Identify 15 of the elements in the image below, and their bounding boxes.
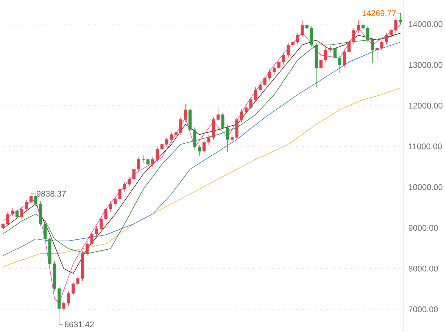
- y-tick-label: 8000.00: [408, 266, 438, 272]
- y-tick-label: 11000.00: [409, 144, 442, 150]
- y-tick-label: 9000.00: [408, 225, 438, 232]
- annotation: 6631.42: [65, 322, 94, 328]
- y-tick-label: 14000.00: [409, 22, 443, 28]
- annotation: 9838.37: [36, 191, 66, 197]
- candlestick: [146, 157, 150, 168]
- candlestick: [16, 208, 19, 220]
- y-tick-label: 10000.00: [409, 184, 443, 190]
- annotation: 14269.77: [362, 10, 396, 16]
- y-tick-label: 13000.00: [409, 62, 443, 68]
- y-tick-label: 12000.00: [409, 102, 443, 109]
- candlestick: [399, 13, 402, 26]
- y-tick-label: 7000.00: [408, 306, 438, 313]
- line-series: [2, 88, 402, 268]
